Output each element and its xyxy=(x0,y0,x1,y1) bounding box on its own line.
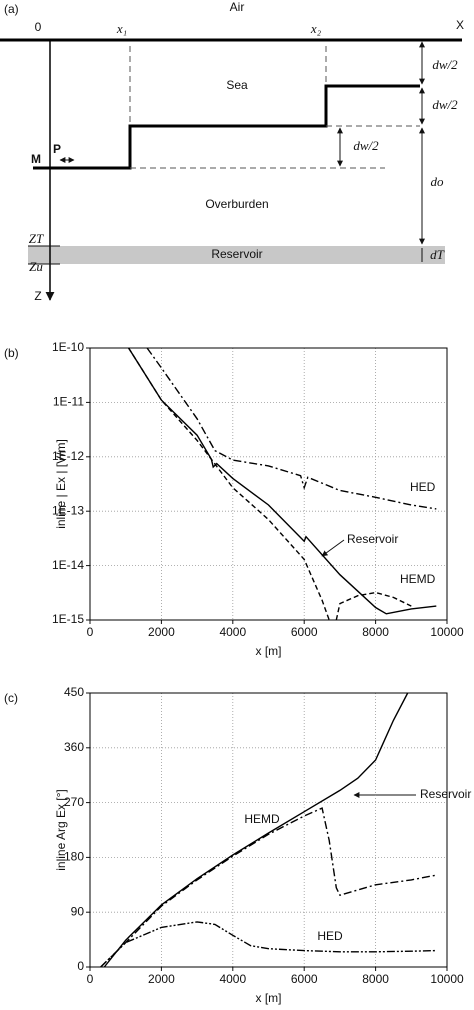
x-tick-label: 8000 xyxy=(362,625,389,639)
x-tick-label: 2000 xyxy=(148,972,175,986)
label: Air xyxy=(230,0,245,14)
y-tick-label: 450 xyxy=(64,685,84,699)
series-line xyxy=(128,347,437,615)
y-tick-label: 1E-15 xyxy=(52,612,84,626)
y-axis-label: inline Arg Ex [°] xyxy=(54,789,68,871)
y-tick-label: 180 xyxy=(64,850,84,864)
x-tick-label: 0 xyxy=(87,625,94,639)
panel-label: (c) xyxy=(4,691,18,705)
label: Sea xyxy=(226,78,248,92)
label: Z xyxy=(34,289,41,303)
label: 0 xyxy=(35,20,42,34)
label: M xyxy=(31,152,41,166)
y-tick-label: 1E-13 xyxy=(52,503,84,517)
label: X xyxy=(456,18,464,32)
y-tick-label: 1E-11 xyxy=(53,395,84,409)
x-tick-label: 4000 xyxy=(219,972,246,986)
x-tick-label: 10000 xyxy=(430,625,464,639)
label: x₂ xyxy=(310,21,322,36)
label: Reservoir xyxy=(211,247,262,261)
series-label: HEMD xyxy=(244,812,280,826)
plot-frame xyxy=(89,347,448,621)
diagram: (a) Air 0 X Z x₁ x₂ Sea dw/2 dw/2 dw/2 M… xyxy=(0,0,464,303)
x-axis-label: x [m] xyxy=(256,644,282,658)
annotation-arrow xyxy=(321,539,345,557)
x-axis-label: x [m] xyxy=(256,991,282,1005)
x-tick-label: 8000 xyxy=(362,972,389,986)
y-tick-label: 270 xyxy=(64,795,84,809)
y-tick-label: 0 xyxy=(77,959,84,973)
x-tick-label: 6000 xyxy=(291,625,318,639)
y-tick-label: 1E-14 xyxy=(52,558,84,572)
series-label: Reservoir xyxy=(420,787,471,801)
plot-frame xyxy=(89,692,448,968)
x-tick-label: 0 xyxy=(87,972,94,986)
label: dT xyxy=(430,247,445,262)
label: Zu xyxy=(29,259,43,274)
series-line xyxy=(103,692,409,968)
x-tick-label: 10000 xyxy=(430,972,464,986)
y-tick-label: 360 xyxy=(64,740,84,754)
x-tick-label: 2000 xyxy=(148,625,175,639)
panel-label: (b) xyxy=(4,346,19,360)
series-label: Reservoir xyxy=(347,532,398,546)
label: dw/2 xyxy=(353,138,379,153)
label: do xyxy=(431,174,445,189)
label: x₁ xyxy=(116,21,127,36)
series-label: HED xyxy=(410,480,436,494)
label: ZT xyxy=(29,231,44,246)
x-tick-label: 6000 xyxy=(291,972,318,986)
x-tick-label: 4000 xyxy=(219,625,246,639)
series-line xyxy=(100,921,437,968)
label: dw/2 xyxy=(432,97,458,112)
panel-label: (a) xyxy=(4,2,19,16)
series-line xyxy=(100,807,437,968)
series-line xyxy=(146,347,437,510)
y-tick-label: 1E-12 xyxy=(52,449,84,463)
series-line xyxy=(128,347,412,621)
label: Overburden xyxy=(205,197,268,211)
y-axis-label: inline | Ex | [V/m] xyxy=(54,439,68,529)
label: P xyxy=(53,142,61,156)
series-label: HEMD xyxy=(400,572,436,586)
y-tick-label: 90 xyxy=(71,904,85,918)
reservoir-layer xyxy=(28,246,445,264)
y-tick-label: 1E-10 xyxy=(52,340,84,354)
series-label: HED xyxy=(317,929,343,943)
label: dw/2 xyxy=(432,57,458,72)
seabed xyxy=(33,84,420,170)
